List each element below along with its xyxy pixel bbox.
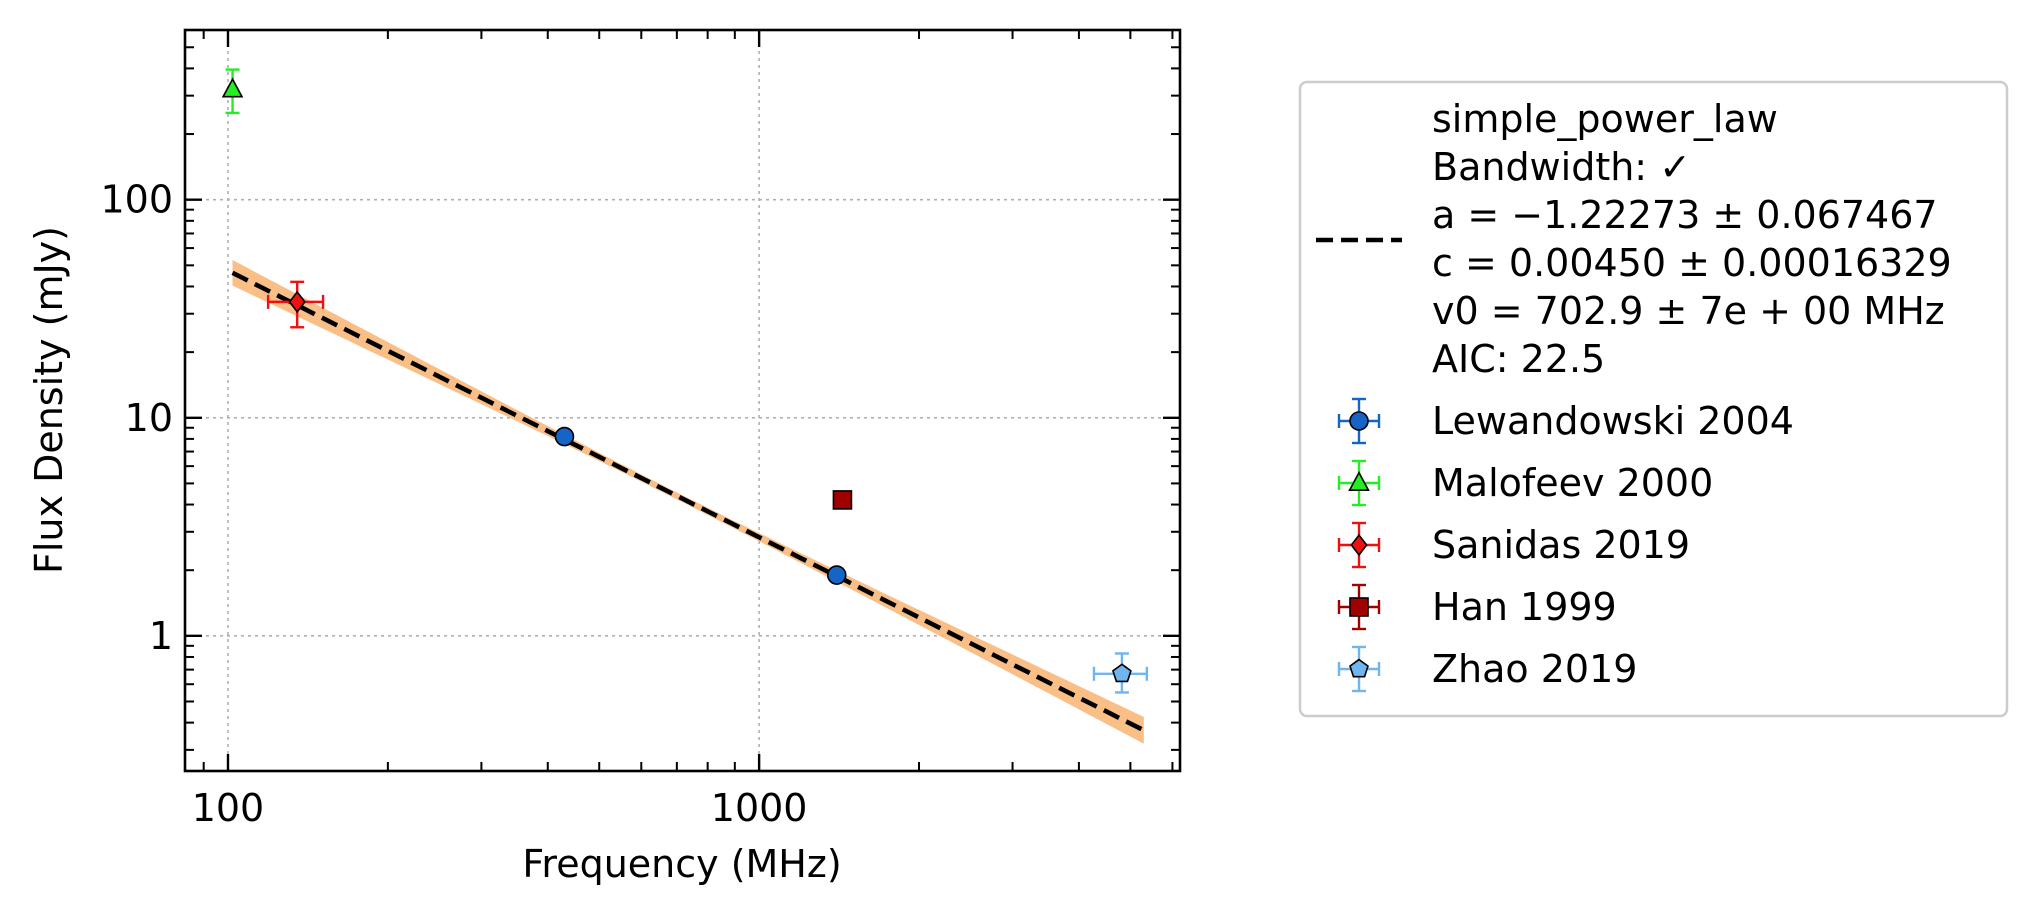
legend-marker (1349, 658, 1369, 678)
y-tick-label: 100 (100, 178, 173, 222)
fit-line (231, 270, 1145, 733)
fit-line-group (231, 270, 1145, 733)
x-axis-label: Frequency (MHz) (522, 842, 841, 886)
x-tick-label: 1000 (711, 786, 808, 830)
series-sanidas-2019 (266, 280, 325, 329)
series-zhao-2019 (1092, 652, 1149, 694)
legend-fit-line-3: c = 0.00450 ± 0.00016329 (1432, 241, 1952, 285)
series-lewandowski-2004 (554, 426, 847, 585)
axis-ticks: 100 1000 1 10 100 (100, 30, 1180, 830)
legend-label: Sanidas 2019 (1432, 523, 1690, 567)
plot-frame (183, 28, 1182, 773)
data-points (221, 68, 1149, 694)
legend-label: Lewandowski 2004 (1432, 399, 1794, 443)
x-tick-label: 100 (192, 786, 265, 830)
data-point (221, 77, 244, 98)
data-point (554, 426, 575, 447)
data-point (826, 565, 847, 585)
legend-box (1298, 80, 2009, 718)
legend-marker (1350, 533, 1368, 557)
legend-marker (1349, 597, 1369, 617)
legend-fit-line-2: a = −1.22273 ± 0.067467 (1432, 193, 1938, 237)
legend-fit-line-1: Bandwidth: ✓ (1432, 145, 1691, 189)
y-tick-label: 1 (149, 614, 173, 658)
series-han-1999 (832, 490, 853, 510)
legend-label: Zhao 2019 (1432, 647, 1637, 691)
legend-fit-line-4: v0 = 702.9 ± 7e + 00 MHz (1432, 289, 1945, 333)
y-axis-label: Flux Density (mJy) (27, 226, 71, 574)
grid-lines (185, 30, 1180, 771)
legend-item: Han 1999 (1337, 583, 1617, 631)
legend-label: Malofeev 2000 (1432, 461, 1713, 505)
legend-item: Malofeev 2000 (1337, 459, 1713, 507)
data-point (288, 290, 306, 314)
legend-item: Sanidas 2019 (1337, 521, 1690, 569)
data-point (832, 490, 853, 510)
legend-fit-line-5: AIC: 22.5 (1432, 337, 1605, 381)
series-malofeev-2000 (221, 68, 244, 115)
legend-item: Zhao 2019 (1337, 645, 1637, 693)
y-tick-label: 10 (125, 396, 173, 440)
legend-item: Lewandowski 2004 (1337, 397, 1794, 445)
legend-marker (1348, 470, 1370, 492)
legend-label: Han 1999 (1432, 585, 1617, 629)
legend-marker (1349, 411, 1369, 431)
legend-fit-line-0: simple_power_law (1432, 97, 1778, 141)
data-point (1111, 663, 1132, 683)
